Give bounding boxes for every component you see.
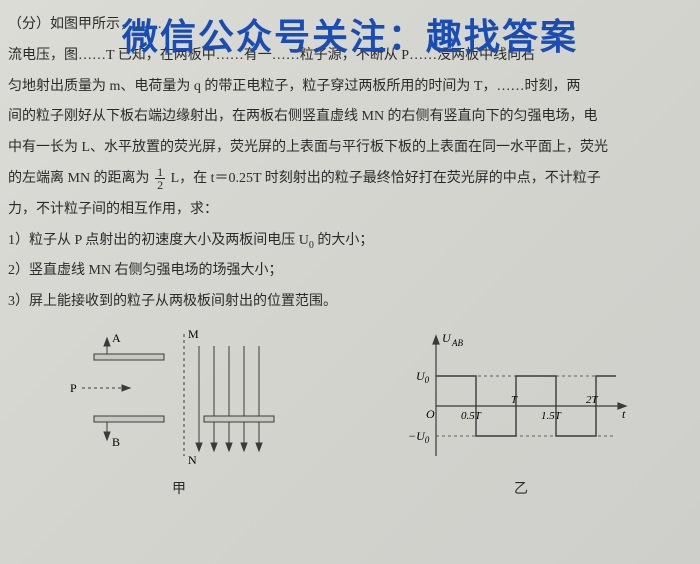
paper-content: （分）如图甲所示，…… 流电压，图……T 已知，在两板中……有一……粒子源，不断… [0, 0, 700, 516]
text-fragment: ）粒子从 P 点射出的初速度大小及两板间电压 U [15, 233, 309, 248]
fraction-den: 2 [155, 179, 165, 191]
neg-u0-label: −U0 [408, 429, 430, 445]
text-line: 匀地射出质量为 m、电荷量为 q 的带正电粒子，粒子穿过两板所用的时间为 T，…… [8, 72, 692, 103]
figure-1-svg: A B P M N [64, 326, 294, 471]
figure-2-caption: 乙 [406, 475, 636, 506]
label-b: B [112, 435, 120, 449]
text-line: 力，不计粒子间的相互作用，求： [8, 195, 692, 226]
figure-1-caption: 甲 [64, 475, 294, 506]
question-index: 1 [8, 233, 15, 248]
u0-label: U0 [416, 369, 430, 385]
text-line: 的左端离 MN 的距离为 1 2 L，在 t＝0.25T 时刻射出的粒子最终恰好… [8, 164, 692, 195]
figure-2-svg: U AB t U0 −U0 O 0.5T T 1.5T 2T [406, 326, 636, 471]
y-axis-label: U [442, 331, 452, 345]
text-fragment: ）屏上能接收到的粒子从两极板间射出的位置范围。 [15, 294, 337, 309]
question-line: 1）粒子从 P 点射出的初速度大小及两板间电压 U0 的大小； [8, 226, 692, 257]
text-line: 间的粒子刚好从下板右端边缘射出，在两板右侧竖直虚线 MN 的右侧有竖直向下的匀强… [8, 102, 692, 133]
text-fragment: 的左端离 MN 的距离为 [8, 171, 150, 186]
xtick: 0.5T [461, 410, 482, 422]
label-n: N [188, 453, 197, 467]
label-m: M [188, 327, 199, 341]
fraction: 1 2 [155, 166, 165, 191]
question-line: 3）屏上能接收到的粒子从两极板间射出的位置范围。 [8, 287, 692, 318]
xtick: T [511, 394, 518, 406]
xtick: 1.5T [541, 410, 562, 422]
text-fragment: ）竖直虚线 MN 右侧匀强电场的场强大小； [15, 263, 283, 278]
text-fragment: 的大小； [314, 233, 374, 248]
question-index: 3 [8, 294, 15, 309]
label-p: P [70, 381, 77, 395]
xtick: 2T [586, 394, 599, 406]
origin-label: O [426, 407, 435, 421]
watermark-text: 微信公众号关注：趣找答案 [30, 8, 670, 60]
question-index: 2 [8, 263, 15, 278]
label-a: A [112, 331, 121, 345]
figure-1: A B P M N 甲 [64, 326, 294, 506]
figure-2: U AB t U0 −U0 O 0.5T T 1.5T 2T 乙 [406, 326, 636, 506]
y-axis-sub: AB [451, 338, 463, 348]
question-line: 2）竖直虚线 MN 右侧匀强电场的场强大小； [8, 256, 692, 287]
figures-row: A B P M N 甲 [8, 326, 692, 506]
text-line: 中有一长为 L、水平放置的荧光屏，荧光屏的上表面与平行板下板的上表面在同一水平面… [8, 133, 692, 164]
text-fragment: L，在 t＝0.25T 时刻射出的粒子最终恰好打在荧光屏的中点，不计粒子 [171, 171, 601, 186]
x-axis-label: t [622, 407, 626, 421]
